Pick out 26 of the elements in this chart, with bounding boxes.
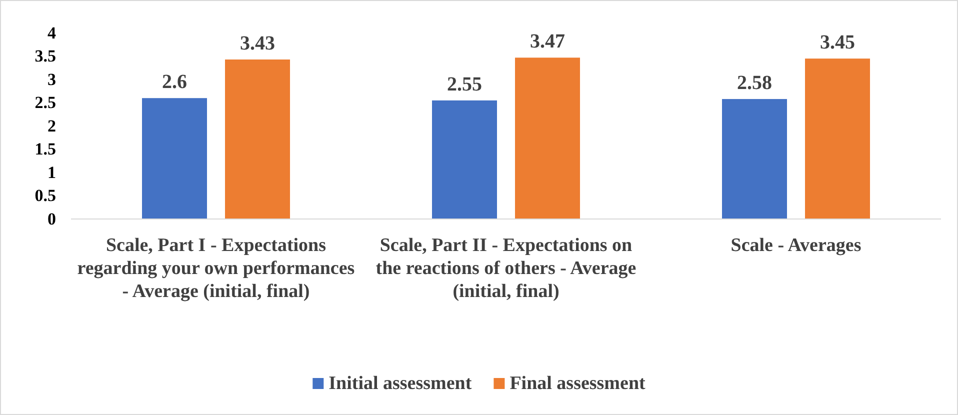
- data-label: 2.55: [447, 73, 482, 96]
- x-tick-label: Scale - Averages: [730, 235, 862, 256]
- bar: [225, 60, 290, 219]
- y-tick-label: 4: [48, 23, 56, 42]
- y-tick-label: 1: [48, 162, 56, 182]
- y-tick-label: 3: [48, 70, 56, 89]
- bar: [432, 100, 497, 219]
- bar: [805, 58, 870, 219]
- bar: [142, 98, 207, 219]
- y-tick-label: 3.5: [34, 46, 56, 66]
- bar: [515, 58, 580, 219]
- data-label: 2.58: [737, 72, 772, 94]
- data-label: 2.6: [162, 71, 187, 94]
- y-tick-label: 0: [48, 209, 56, 228]
- data-label: 3.47: [530, 30, 565, 53]
- data-label: 3.45: [820, 32, 855, 54]
- bar: [722, 99, 787, 219]
- y-tick-label: 0.5: [34, 186, 56, 206]
- x-tick-label: Scale, Part II - Expectations on the reactions of others - Average (initial, final): [376, 235, 636, 302]
- y-tick-label: 1.5: [34, 140, 56, 159]
- x-tick-label: Scale, Part I - Expectations regarding your own performances - Average (initial, final): [77, 235, 355, 302]
- data-label: 3.43: [240, 32, 275, 55]
- y-tick-label: 2.5: [34, 93, 56, 112]
- y-tick-label: 2: [48, 116, 56, 136]
- legend-label: Final assessment: [510, 373, 646, 394]
- legend-label: Initial assessment: [328, 373, 472, 394]
